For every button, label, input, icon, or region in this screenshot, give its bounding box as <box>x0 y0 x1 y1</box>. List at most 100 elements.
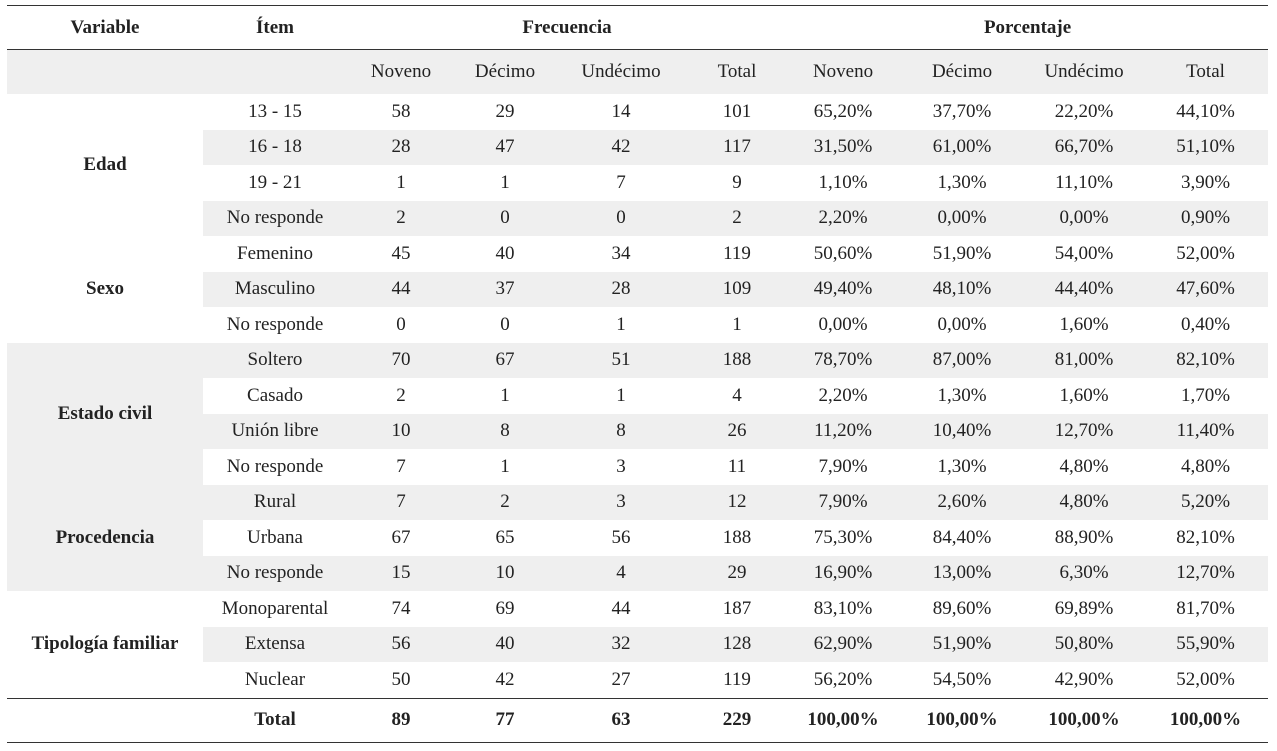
cell-value: 28 <box>555 271 687 307</box>
header-variable: Variable <box>7 5 203 50</box>
cell-value: 0 <box>455 200 555 236</box>
subheader-undecimo-pct: Undécimo <box>1025 49 1144 94</box>
item-label: No responde <box>226 455 324 477</box>
cell-value: 1,30% <box>937 455 987 477</box>
cell-value: 47 <box>455 129 555 165</box>
table-row: Unión libre 10 8 8 26 11,20% 10,40% 12,70% 11,40… <box>7 413 1269 449</box>
header-porcentaje: Porcentaje <box>787 5 1269 50</box>
cell-value: 1 <box>616 313 626 335</box>
cell-value: 50 <box>391 668 411 690</box>
cell-value: 2,60% <box>899 484 1026 520</box>
cell-value: 11 <box>727 455 747 477</box>
cell-value: 0,00% <box>937 313 987 335</box>
cell-value: 7,90% <box>818 455 868 477</box>
cell-value: 187 <box>722 597 752 619</box>
cell-value: 1 <box>616 384 626 406</box>
total-value: 100,00% <box>1025 697 1144 743</box>
subheader-total-pct: Total <box>1143 49 1269 94</box>
cell-value: 119 <box>723 668 751 690</box>
cell-value: 3 <box>555 484 687 520</box>
cell-value: 26 <box>687 413 788 449</box>
cell-value: 51,90% <box>899 626 1026 662</box>
cell-value: 62,90% <box>787 626 900 662</box>
cell-value: 70 <box>347 342 455 378</box>
cell-value: 51 <box>555 342 687 378</box>
cell-value: 188 <box>722 526 752 548</box>
cell-value: 42 <box>555 129 687 165</box>
table-row: No responde 2 0 0 2 2,20% 0,00% 0,00% 0,90% <box>7 200 1269 236</box>
cell-value: 1 <box>396 171 406 193</box>
cell-value: 51,90% <box>932 242 992 264</box>
table-row: Masculino 44 37 28 109 49,40% 48,10% 44,40% 47,6… <box>7 271 1269 307</box>
cell-value: 0 <box>555 200 687 236</box>
cell-value: 6,30% <box>1025 555 1144 591</box>
cell-value: 58 <box>391 100 411 122</box>
cell-value: 11,10% <box>1055 171 1113 193</box>
cell-value: 66,70% <box>1025 129 1144 165</box>
cell-value: 4 <box>732 384 742 406</box>
cell-value: 1 <box>500 455 510 477</box>
table-row: Extensa 56 40 32 128 62,90% 51,90% 50,80% 55,90% <box>7 626 1269 662</box>
cell-value: 4,80% <box>1059 455 1109 477</box>
cell-value: 40 <box>495 242 515 264</box>
cell-value: 31,50% <box>787 129 900 165</box>
group-label: Tipología familiar <box>31 633 179 655</box>
cell-value: 51,10% <box>1143 129 1269 165</box>
total-value: 100,00% <box>787 697 900 743</box>
subheader-empty <box>7 49 203 94</box>
cell-value: 7 <box>347 484 455 520</box>
group-label: Edad <box>83 154 127 175</box>
subheader-row: Noveno Décimo Undécimo Total Noveno Déci… <box>7 49 1269 94</box>
table-row: 16 - 18 28 47 42 117 31,50% 61,00% 66,70% 51,10% <box>7 129 1269 165</box>
table-row: Sexo Femenino 45 40 34 119 50,60% 51,90% 54,00% 5… <box>7 236 1268 300</box>
cell-value: 81,00% <box>1025 342 1144 378</box>
group-label: Estado civil <box>7 342 203 485</box>
cell-value: 119 <box>723 242 751 264</box>
cell-value: 65,20% <box>813 100 873 122</box>
cell-value: 56 <box>347 626 455 662</box>
cell-value: 32 <box>555 626 687 662</box>
cell-value: 67 <box>455 342 555 378</box>
cell-value: 9 <box>732 171 742 193</box>
item-label: Monoparental <box>221 597 329 619</box>
cell-value: 3,90% <box>1181 171 1231 193</box>
cell-value: 65 <box>495 526 515 548</box>
cell-value: 2 <box>455 484 555 520</box>
cell-value: 7 <box>396 455 406 477</box>
table-row: Procedencia Rural 7 2 3 12 7,90% 2,60% 4,80% 5,20… <box>7 484 1269 591</box>
cell-value: 109 <box>687 271 788 307</box>
total-value: 89 <box>347 697 455 743</box>
total-label: Total <box>203 697 347 743</box>
cell-value: 12,70% <box>1025 413 1144 449</box>
cell-value: 42 <box>495 668 515 690</box>
table-row: Casado 2 1 1 4 2,20% 1,30% 1,60% 1,70% <box>7 378 1268 414</box>
item-label: Urbana <box>247 526 303 548</box>
cell-value: 55,90% <box>1143 626 1269 662</box>
header-frecuencia: Frecuencia <box>347 5 788 50</box>
cell-value: 0 <box>396 313 406 335</box>
group-label: Sexo <box>86 278 124 300</box>
item-label: 19 - 21 <box>248 171 302 193</box>
cell-value: 27 <box>611 668 631 690</box>
cell-value: 2 <box>687 200 788 236</box>
cell-value: 3 <box>616 455 626 477</box>
total-value: 77 <box>455 697 555 743</box>
cell-value: 0,00% <box>1025 200 1144 236</box>
subheader-empty <box>203 49 347 94</box>
cell-value: 1,30% <box>937 384 987 406</box>
cell-value: 1,10% <box>818 171 868 193</box>
item-label: Soltero <box>203 342 347 378</box>
item-label: Nuclear <box>244 668 306 690</box>
cell-value: 44,10% <box>1176 100 1235 122</box>
cell-value: 16,90% <box>787 555 900 591</box>
cell-value: 1,60% <box>1059 384 1109 406</box>
cell-value: 89,60% <box>932 597 992 619</box>
demographics-table: Variable Ítem Frecuencia Porcentaje Nove… <box>7 5 1269 743</box>
cell-value: 34 <box>611 242 631 264</box>
cell-value: 44 <box>347 271 455 307</box>
cell-value: 128 <box>687 626 788 662</box>
cell-value: 14 <box>611 100 631 122</box>
cell-value: 52,00% <box>1176 242 1235 264</box>
cell-value: 4,80% <box>1025 484 1144 520</box>
cell-value: 7,90% <box>787 484 900 520</box>
